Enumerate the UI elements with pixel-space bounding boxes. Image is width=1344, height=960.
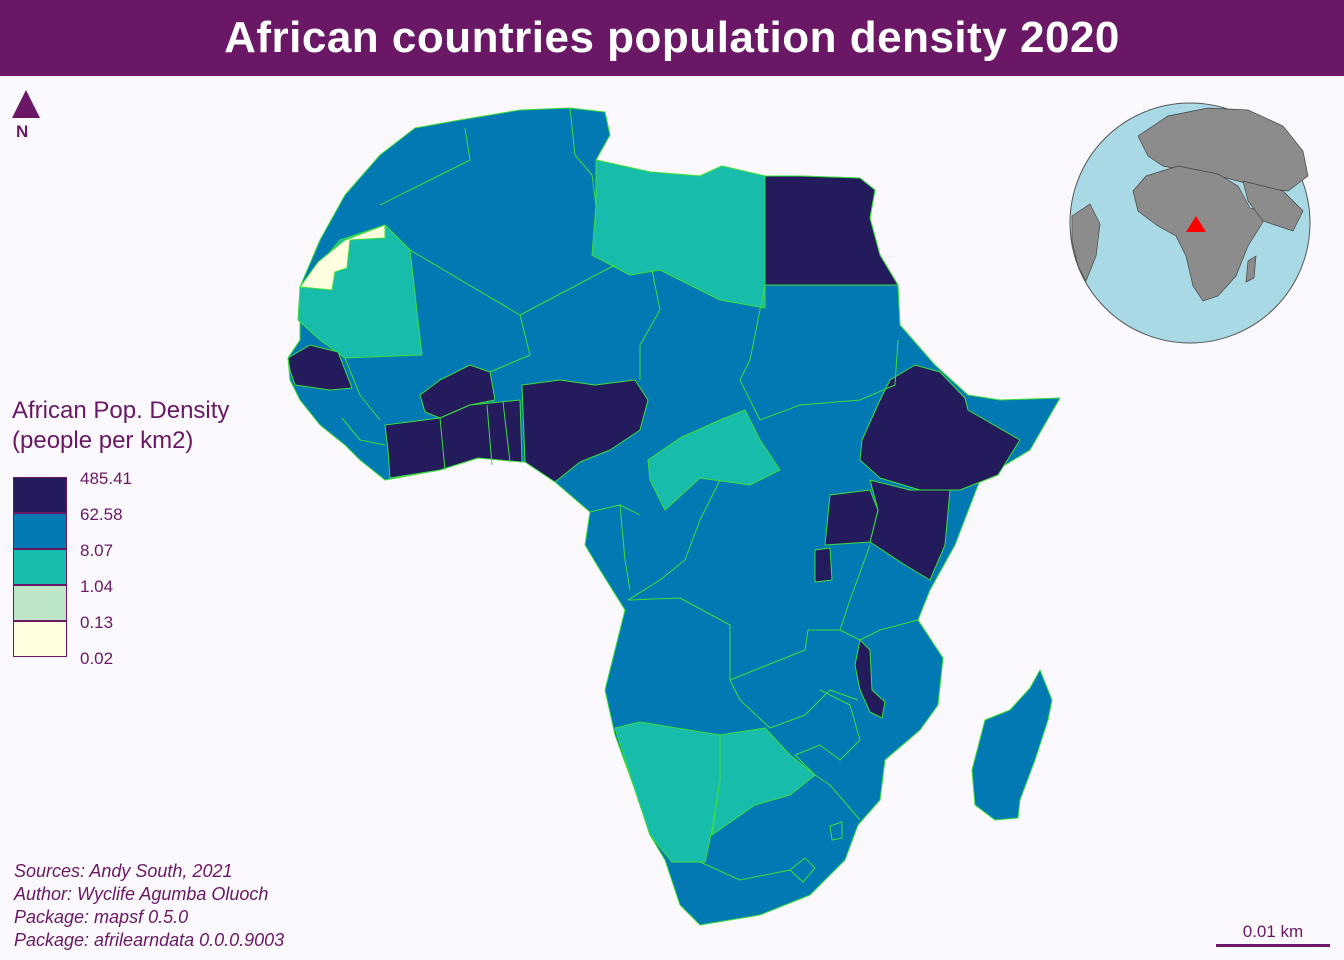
- credits: Sources: Andy South, 2021 Author: Wyclif…: [14, 860, 284, 952]
- north-arrow-icon: [12, 90, 40, 118]
- legend-swatch: [13, 549, 67, 585]
- country-uganda: [824, 489, 879, 546]
- country-rwanda: [814, 547, 833, 583]
- country-car: [647, 409, 781, 511]
- credit-package-mapsf: Package: mapsf 0.5.0: [14, 907, 189, 927]
- legend-break-label: 62.58: [80, 505, 123, 524]
- legend-title: African Pop. Density (people per km2): [12, 396, 229, 456]
- country-egypt: [764, 175, 899, 286]
- country-senegal: [287, 344, 353, 391]
- scale-bar: [1216, 944, 1330, 947]
- country-madagascar: [971, 669, 1053, 821]
- legend-swatch: [13, 477, 67, 513]
- legend-swatch: [13, 513, 67, 549]
- locator-marker-icon: [1186, 216, 1206, 232]
- country-burkina: [419, 364, 496, 419]
- country-malawi: [854, 639, 886, 719]
- country-libya: [591, 159, 766, 309]
- legend-title-line2: (people per km2): [12, 427, 194, 454]
- globe-arabia: [1242, 180, 1304, 232]
- country-namibia: [614, 721, 721, 863]
- legend-swatch: [13, 621, 67, 657]
- globe-africa: [1132, 165, 1269, 302]
- locator-globe: [1069, 102, 1311, 344]
- north-label: N: [16, 122, 29, 141]
- legend-break-label: 0.02: [80, 649, 114, 668]
- country-western-sahara: [299, 224, 386, 291]
- legend-title-line1: African Pop. Density: [12, 397, 230, 424]
- title-bar: African countries population density 202…: [0, 0, 1344, 76]
- legend-break-label: 485.41: [80, 469, 132, 488]
- globe-america: [1071, 203, 1101, 282]
- legend-break-label: 0.13: [80, 613, 114, 632]
- legend-break-label: 1.04: [80, 577, 114, 596]
- globe-europe: [1137, 107, 1309, 192]
- country-lesotho: [789, 857, 816, 883]
- credit-author: Author: Wyclife Agumba Oluoch: [14, 884, 269, 904]
- country-botswana: [711, 727, 816, 836]
- legend-break-label: 8.07: [80, 541, 114, 560]
- globe-madagascar: [1245, 255, 1257, 283]
- map-title: African countries population density 202…: [224, 13, 1120, 62]
- country-nigeria: [521, 379, 649, 483]
- credit-source: Sources: Andy South, 2021: [14, 861, 233, 881]
- credit-package-afrilearndata: Package: afrilearndata 0.0.0.9003: [14, 930, 285, 950]
- scale-label: 0.01 km: [1242, 922, 1304, 941]
- country-ethiopia: [859, 364, 1021, 491]
- legend-swatch: [13, 585, 67, 621]
- country-eswatini: [829, 821, 843, 841]
